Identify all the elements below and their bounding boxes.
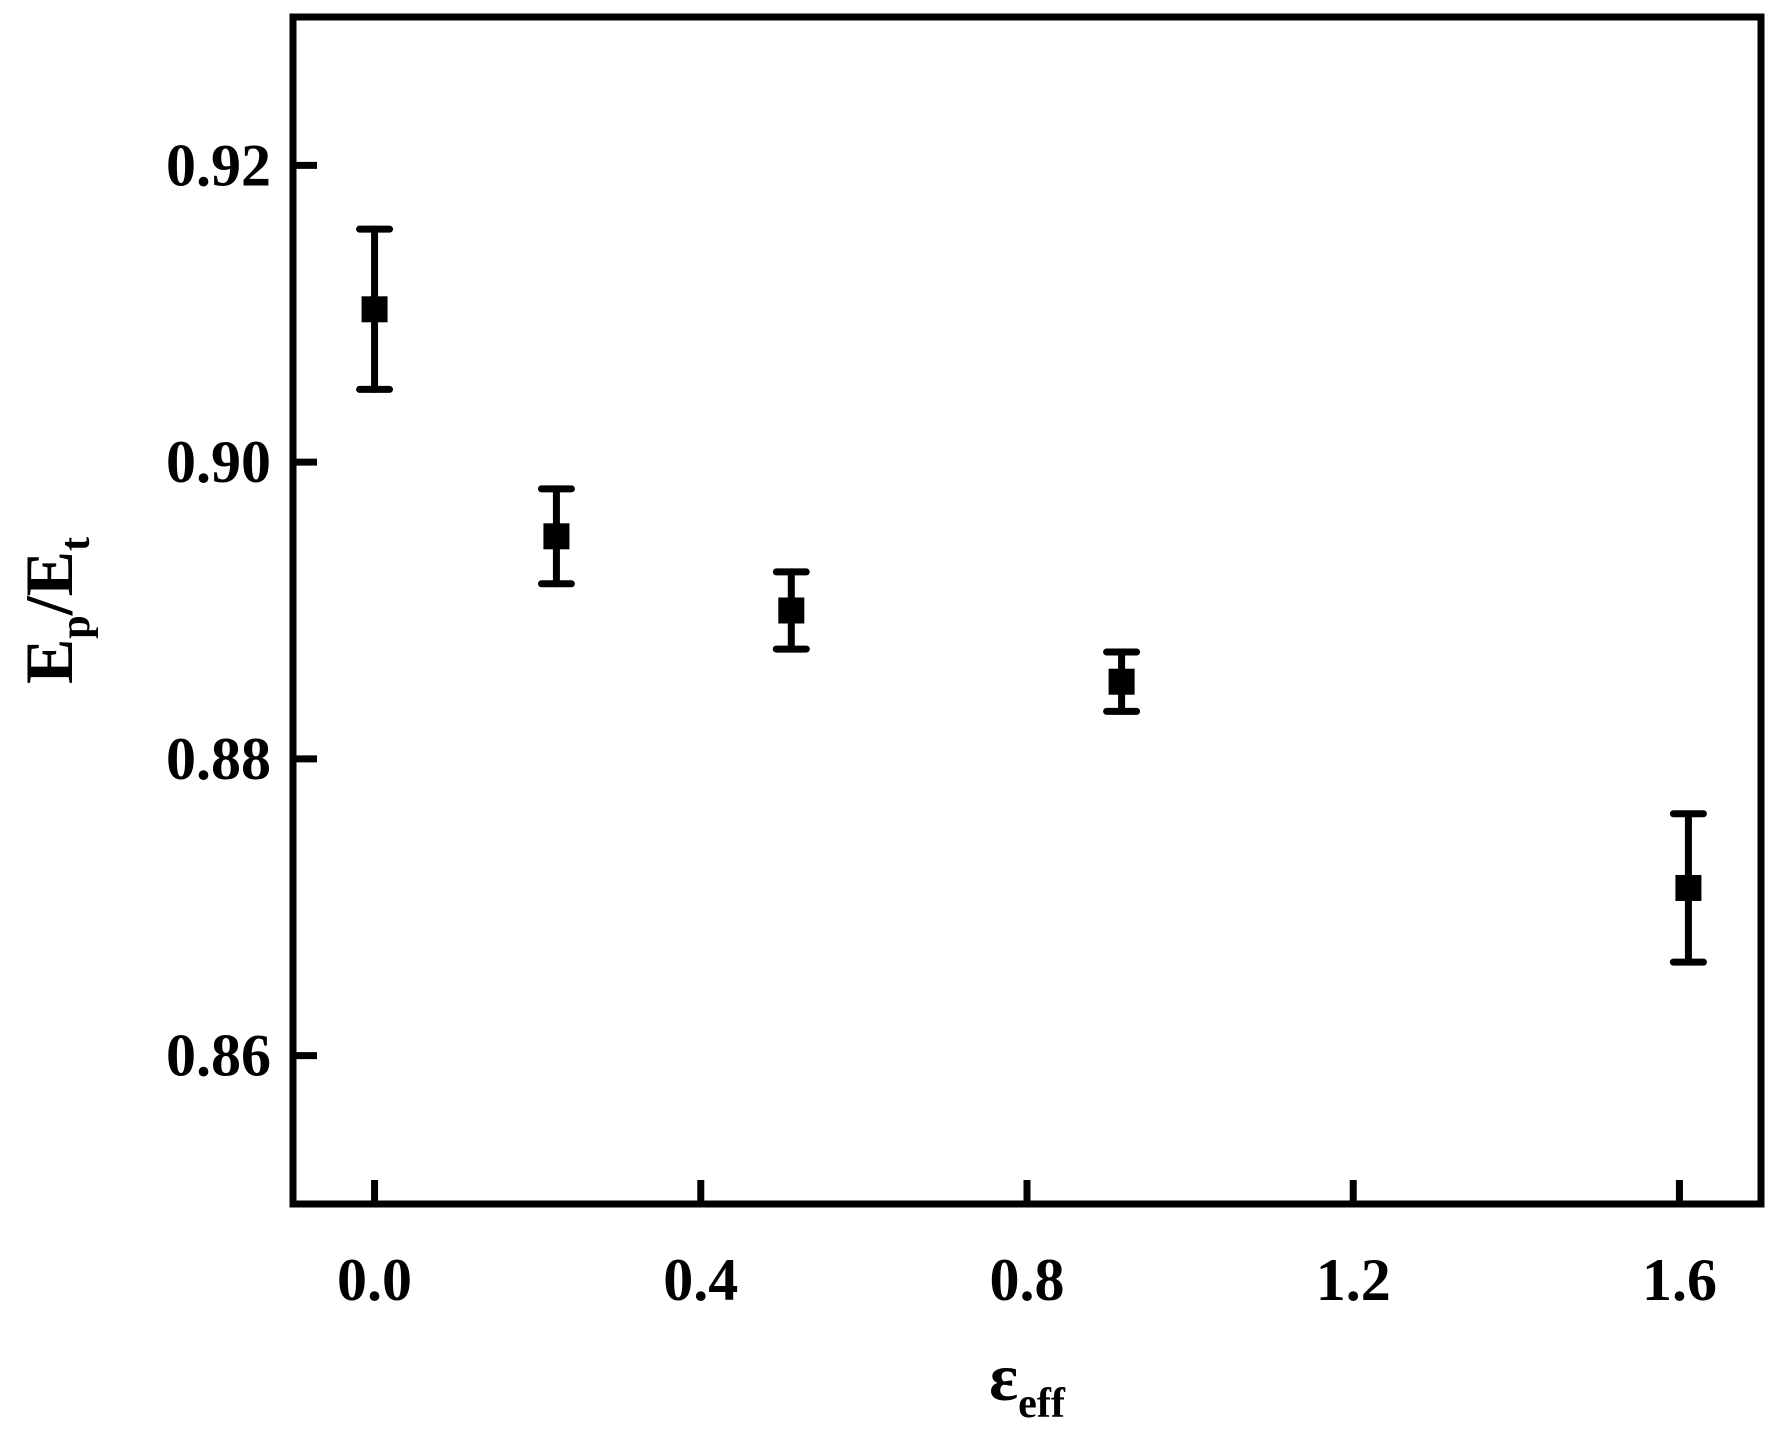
point xyxy=(543,523,570,550)
x-tick-label: 1.2 xyxy=(1316,1247,1391,1313)
point xyxy=(1675,874,1702,901)
y-axis-label-sub: p xyxy=(52,615,99,638)
x-tick-label: 0.4 xyxy=(663,1247,738,1313)
y-axis-label: Ep/Et xyxy=(11,537,99,684)
y-tick-label: 0.88 xyxy=(166,726,271,792)
point xyxy=(1108,668,1135,695)
y-axis-label-part: /E xyxy=(11,551,87,616)
x-tick-label: 1.6 xyxy=(1642,1247,1717,1313)
x-tick-label: 0.8 xyxy=(990,1247,1065,1313)
y-tick-label: 0.86 xyxy=(166,1023,271,1089)
point xyxy=(361,296,388,323)
y-axis-label-sub: t xyxy=(52,537,99,551)
point xyxy=(778,597,805,624)
y-axis-label-part: E xyxy=(11,639,87,684)
x-tick-label: 0.0 xyxy=(337,1247,412,1313)
x-axis-label-sub: eff xyxy=(1018,1380,1066,1427)
plot-frame xyxy=(289,13,1765,1208)
y-tick-label: 0.92 xyxy=(166,132,271,198)
y-tick-label: 0.90 xyxy=(166,429,271,495)
x-axis-label-part: ε xyxy=(989,1339,1018,1415)
x-axis-label: εeff xyxy=(989,1339,1066,1427)
